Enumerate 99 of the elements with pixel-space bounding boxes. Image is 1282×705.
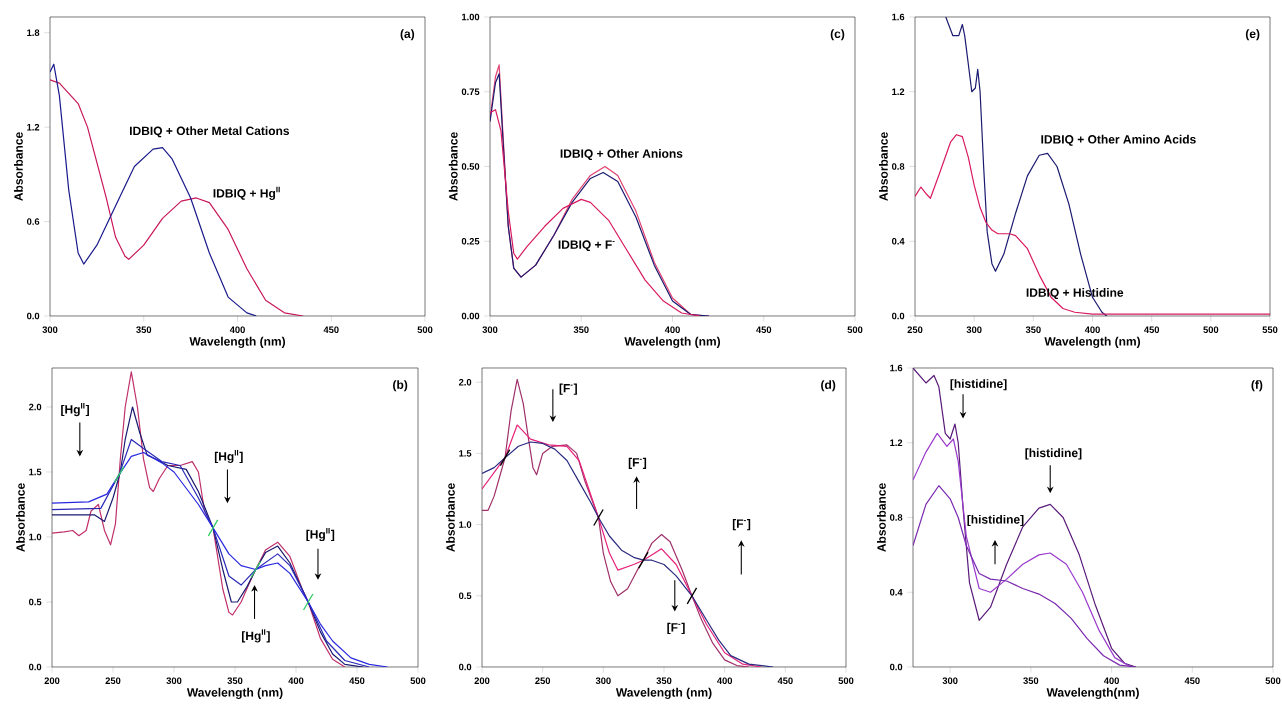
x-tick-label: 300 — [482, 326, 498, 334]
y-tick-label: 0.75 — [461, 88, 480, 96]
annotation: [histidine] — [1025, 448, 1082, 460]
annotation: [histidine] — [967, 514, 1024, 527]
y-tick-label: 1.5 — [29, 468, 42, 476]
x-tick-label: 300 — [595, 677, 611, 685]
annotation: [F$^{-}$] — [732, 519, 751, 531]
annotation: (a) — [400, 29, 415, 41]
x-tick-label: 450 — [1144, 326, 1160, 333]
y-tick-label: 1.0 — [29, 533, 42, 541]
annotation: (c) — [830, 29, 845, 41]
x-tick-label: 200 — [474, 677, 490, 684]
x-axis-title: Wavelength(nm) — [1046, 687, 1139, 700]
x-tick-label: 300 — [42, 326, 58, 334]
y-tick-label: 2.0 — [28, 403, 42, 411]
y-tick-label: 0.4 — [890, 588, 903, 596]
x-tick-label: 400 — [717, 677, 733, 684]
annotation: IDBIQ + Other Metal Cations — [130, 126, 290, 138]
x-tick-label: 500 — [417, 326, 433, 333]
annotation: (d) — [821, 380, 836, 392]
x-tick-label: 300 — [942, 677, 958, 685]
annotation: IDBIQ + Other Amino Acids — [1041, 134, 1196, 146]
y-tick-label: 0.25 — [461, 237, 480, 245]
y-tick-label: 1.00 — [462, 13, 480, 21]
y-tick-label: 0.0 — [892, 312, 905, 320]
x-tick-label: 300 — [966, 326, 982, 334]
x-tick-label: 400 — [288, 677, 304, 684]
x-tick-label: 350 — [573, 326, 589, 334]
y-tick-label: 1.5 — [459, 450, 472, 457]
x-tick-label: 400 — [1084, 326, 1100, 333]
y-tick-label: 1.6 — [892, 13, 905, 21]
y-tick-label: 0.50 — [461, 163, 480, 170]
y-tick-label: 0.0 — [29, 663, 42, 671]
y-tick-label: 0.5 — [29, 598, 42, 606]
y-tick-label: 0.0 — [27, 312, 40, 320]
x-tick-label: 300 — [166, 677, 182, 685]
annotation: [F$^{-}$] — [559, 383, 577, 395]
y-tick-label: 1.2 — [27, 123, 40, 131]
y-axis-title: Absorbance — [15, 483, 25, 552]
y-axis-title: Absorbance — [13, 132, 23, 201]
x-tick-label: 350 — [136, 326, 152, 334]
x-tick-label: 450 — [1184, 677, 1200, 684]
x-tick-label: 350 — [1023, 677, 1039, 685]
x-tick-label: 550 — [1262, 326, 1278, 333]
x-tick-label: 500 — [410, 677, 426, 684]
annotation: IDBIQ + F$^{-}$ — [558, 240, 615, 252]
annotation: [histidine] — [950, 379, 1007, 391]
y-tick-label: 2.0 — [458, 378, 472, 386]
x-tick-label: 500 — [838, 677, 854, 684]
y-tick-label: 0.8 — [892, 163, 905, 170]
y-axis-title: Absorbance — [878, 132, 888, 201]
x-tick-label: 450 — [349, 677, 365, 684]
annotation: (f) — [1251, 380, 1263, 392]
y-tick-label: 0.6 — [27, 218, 40, 225]
x-axis-title: Wavelength (nm) — [186, 687, 283, 700]
annotation: IDBIQ + Other Anions — [560, 148, 683, 161]
y-axis-title: Absorbance — [445, 483, 455, 552]
y-tick-label: 0.0 — [890, 663, 903, 671]
y-tick-label: 0.00 — [461, 312, 480, 320]
x-tick-label: 450 — [777, 677, 793, 684]
annotation: (e) — [1245, 29, 1260, 41]
annotation: [Hg$^{II}$] — [61, 402, 89, 417]
x-tick-label: 400 — [229, 326, 245, 333]
y-tick-label: 1.6 — [890, 364, 903, 372]
x-axis-title: Wavelength (nm) — [615, 687, 712, 700]
annotation: [Hg$^{II}$] — [306, 527, 335, 542]
y-tick-label: 0.8 — [890, 514, 903, 521]
y-axis-title: Absorbance — [876, 483, 886, 552]
annotation: (b) — [393, 380, 408, 392]
x-tick-label: 500 — [847, 326, 863, 333]
x-tick-label: 400 — [1103, 677, 1119, 684]
y-tick-label: 1.2 — [890, 439, 903, 446]
x-tick-label: 250 — [105, 677, 121, 684]
y-tick-label: 0.0 — [459, 663, 472, 671]
y-tick-label: 1.8 — [27, 29, 40, 37]
y-axis-title: Absorbance — [448, 132, 458, 201]
annotation: [Hg$^{II}$] — [214, 449, 243, 464]
y-tick-label: 1.2 — [892, 88, 905, 95]
x-tick-label: 250 — [535, 677, 551, 684]
annotation: [F$^{-}$] — [667, 622, 685, 634]
y-tick-label: 1.0 — [459, 521, 472, 528]
x-tick-label: 350 — [656, 677, 672, 685]
x-tick-label: 450 — [323, 326, 339, 333]
x-tick-label: 250 — [907, 326, 923, 333]
x-tick-label: 350 — [227, 677, 243, 685]
y-tick-label: 0.5 — [459, 592, 472, 600]
annotation: IDBIQ + Hg$^{II}$ — [213, 186, 280, 200]
annotation: [F$^{-}$] — [628, 457, 647, 469]
y-tick-label: 0.4 — [892, 237, 905, 245]
x-tick-label: 400 — [664, 326, 680, 333]
x-tick-label: 450 — [756, 326, 772, 333]
x-tick-label: 200 — [44, 677, 60, 684]
x-axis-title: Wavelength (nm) — [1044, 336, 1141, 349]
x-tick-label: 500 — [1265, 677, 1281, 684]
x-axis-title: Wavelength (nm) — [624, 336, 721, 349]
x-axis-title: Wavelength (nm) — [189, 336, 286, 349]
annotation: [Hg$^{II}$] — [241, 629, 270, 643]
x-tick-label: 350 — [1025, 326, 1041, 334]
x-tick-label: 500 — [1203, 326, 1219, 333]
